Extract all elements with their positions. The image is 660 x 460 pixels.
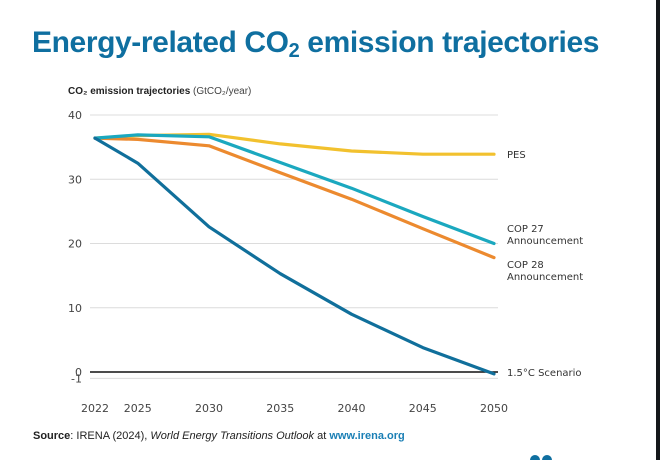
series-line-cop-28-announcement xyxy=(93,136,496,260)
y-tick-labels: 40 30 20 10 0-1 xyxy=(68,109,82,385)
series-label: Announcement xyxy=(507,272,583,283)
logo-dot xyxy=(530,455,540,460)
series-label: Announcement xyxy=(507,236,583,247)
source-key: Source xyxy=(33,430,71,442)
x-tick-label: 2035 xyxy=(266,402,294,415)
x-tick-label: 2045 xyxy=(409,402,437,415)
y-tick-label: 40 xyxy=(68,109,82,122)
y-tick-label: 10 xyxy=(68,302,82,315)
x-tick-label: 2040 xyxy=(338,402,366,415)
series-lines xyxy=(93,132,496,376)
x-tick-label: 2022 xyxy=(81,402,109,415)
series-label: PES xyxy=(507,150,526,161)
source-text: : IRENA (2024), xyxy=(70,430,151,442)
x-tick-label: 2050 xyxy=(480,402,508,415)
series-line-cop-27-announcement xyxy=(93,133,496,246)
y-axis-label-unit: (GtCO₂/year) xyxy=(190,86,252,97)
x-tick-labels: 2022 2025 2030 2035 2040 2045 2050 xyxy=(81,402,508,415)
source-note: Source: IRENA (2024), World Energy Trans… xyxy=(33,430,405,442)
series-label: COP 28 xyxy=(507,260,544,271)
series-line-pes xyxy=(93,132,496,156)
title-subscript: 2 xyxy=(288,40,300,62)
x-tick-label: 2025 xyxy=(124,402,152,415)
source-at: at xyxy=(314,430,330,442)
y-tick-label: 0 xyxy=(75,366,82,379)
chart-title: Energy-related CO2 emission trajectories xyxy=(32,26,600,62)
series-line-1-5-c-scenario xyxy=(93,136,496,376)
title-text: Energy-related CO xyxy=(32,26,289,59)
y-tick-label: 30 xyxy=(68,173,82,186)
y-axis-label-bold: CO₂ emission trajectories xyxy=(68,86,191,97)
y-tick-label: 20 xyxy=(68,238,82,251)
logo-dot xyxy=(542,455,552,460)
y-tick-label: -1 xyxy=(71,372,82,385)
window-edge xyxy=(656,0,660,460)
y-axis-label: CO₂ emission trajectories (GtCO₂/year) xyxy=(68,86,251,97)
source-title: World Energy Transitions Outlook xyxy=(150,430,315,442)
irena-logo xyxy=(530,452,554,460)
series-label: 1.5°C Scenario xyxy=(507,368,582,379)
title-text-rest: emission trajectories xyxy=(299,26,600,59)
series-label: COP 27 xyxy=(507,224,544,235)
x-tick-label: 2030 xyxy=(195,402,223,415)
source-link[interactable]: www.irena.org xyxy=(329,430,405,442)
